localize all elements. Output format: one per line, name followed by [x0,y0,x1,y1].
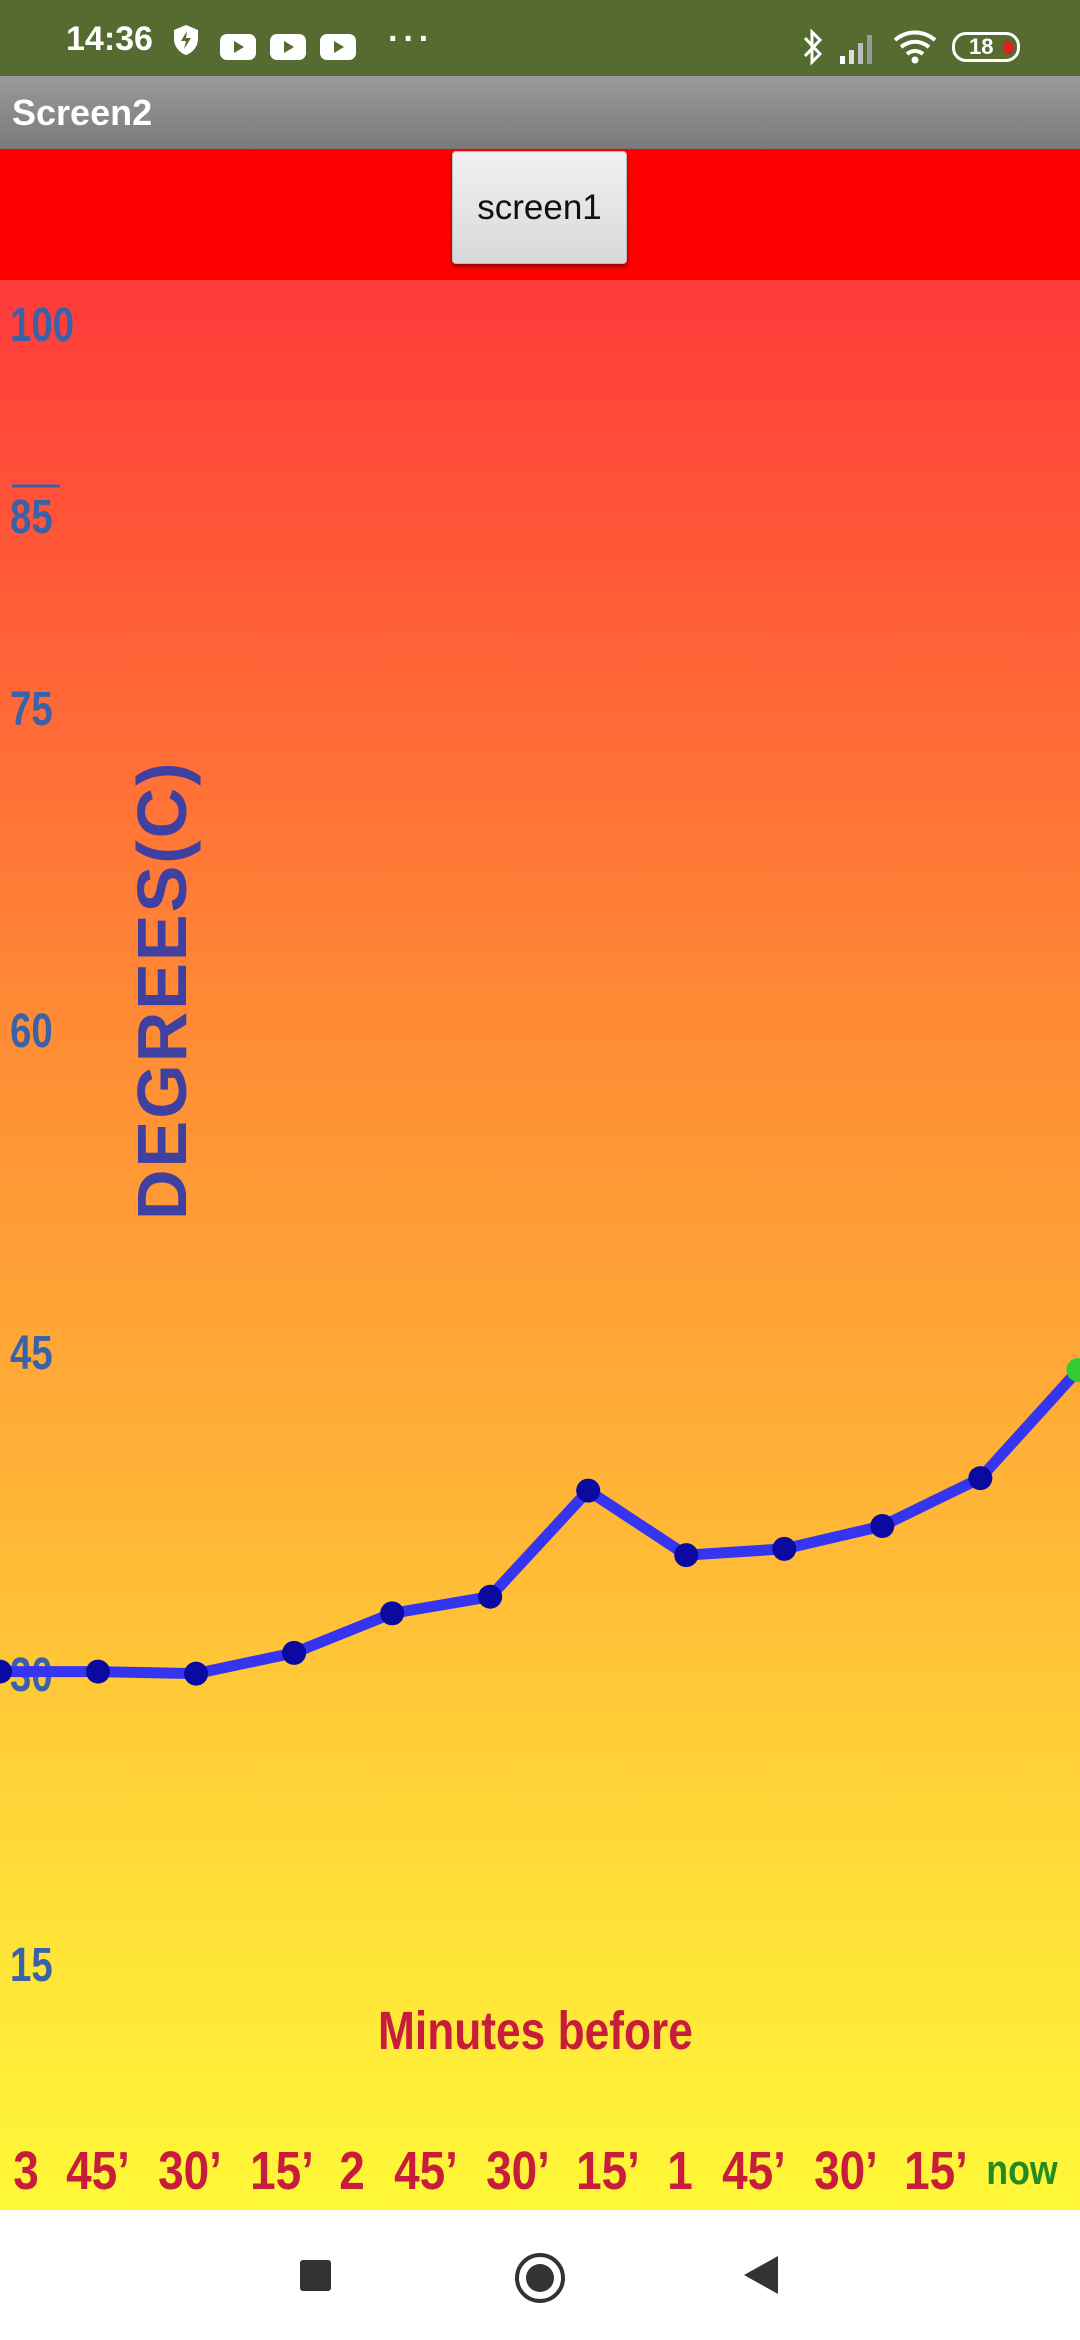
status-bar: 14:36 ··· 18 [0,0,1080,76]
navigation-bar [0,2210,1080,2340]
x-axis-label: Minutes before [378,2001,693,2061]
y-tick-label: 60 [10,1005,53,1058]
wifi-icon [893,30,937,64]
series-layer [0,1358,1080,1686]
signal-icon [840,35,872,64]
temperature-chart: 100 85 75 60 45 30 15 DEGREES(C) Minutes befor… [0,280,1080,2210]
x-tick-label: 45’ [66,2141,130,2201]
screen1-button[interactable]: screen1 [452,151,627,264]
screen-title: Screen2 [12,92,153,133]
data-point [0,1659,12,1684]
data-point [870,1514,895,1538]
data-point [674,1543,699,1568]
y-tick-label: 100 [10,299,75,352]
y-tick-label: 45 [10,1327,53,1380]
more-notifications-icon: ··· [388,20,434,58]
top-panel: screen1 [0,149,1080,280]
x-tick-label: 3 [13,2141,39,2201]
x-tick-label: 15’ [250,2141,314,2201]
data-point [86,1659,111,1684]
data-point [184,1661,209,1686]
x-tick-label: now [986,2146,1058,2193]
x-tick-label: 30’ [486,2141,550,2201]
data-point [968,1466,993,1491]
youtube-icon [270,34,306,60]
x-tick-label: 15’ [904,2141,968,2201]
data-point [576,1478,601,1503]
y-tick-label: 75 [10,683,53,736]
x-tick-label: 45’ [394,2141,458,2201]
y-tick-label: 15 [10,1939,53,1992]
x-tick-label: 45’ [722,2141,786,2201]
battery-low-indicator [1003,41,1013,54]
y-tick-label: 85 [10,491,53,544]
data-point [1066,1358,1080,1382]
recents-icon[interactable] [300,2260,331,2291]
chart-plot [0,484,1080,1686]
home-icon-inner [526,2264,554,2292]
data-point [380,1601,405,1626]
x-tick-label: 15’ [576,2141,640,2201]
data-point [772,1536,797,1561]
data-point [282,1640,307,1665]
youtube-icon [220,34,256,60]
status-time: 14:36 [66,20,153,58]
data-point [478,1584,503,1609]
x-tick-label: 1 [667,2141,693,2201]
x-tick-label: 2 [339,2141,365,2201]
shield-icon [174,25,198,55]
x-tick-label: 30’ [158,2141,222,2201]
bluetooth-icon [803,28,823,66]
back-icon[interactable] [744,2256,778,2294]
x-tick-label: 30’ [814,2141,878,2201]
battery-icon: 18 [952,32,1020,62]
x-axis-ticks: 3 45’ 30’ 15’ 2 45’ 30’ 15’ 1 45’ 30’ 15’ now [0,2140,1080,2210]
home-icon[interactable] [515,2253,565,2303]
battery-level-text: 18 [969,34,994,59]
title-bar: Screen2 [0,76,1080,149]
youtube-icon [320,34,356,60]
series-line [0,1366,1080,1680]
